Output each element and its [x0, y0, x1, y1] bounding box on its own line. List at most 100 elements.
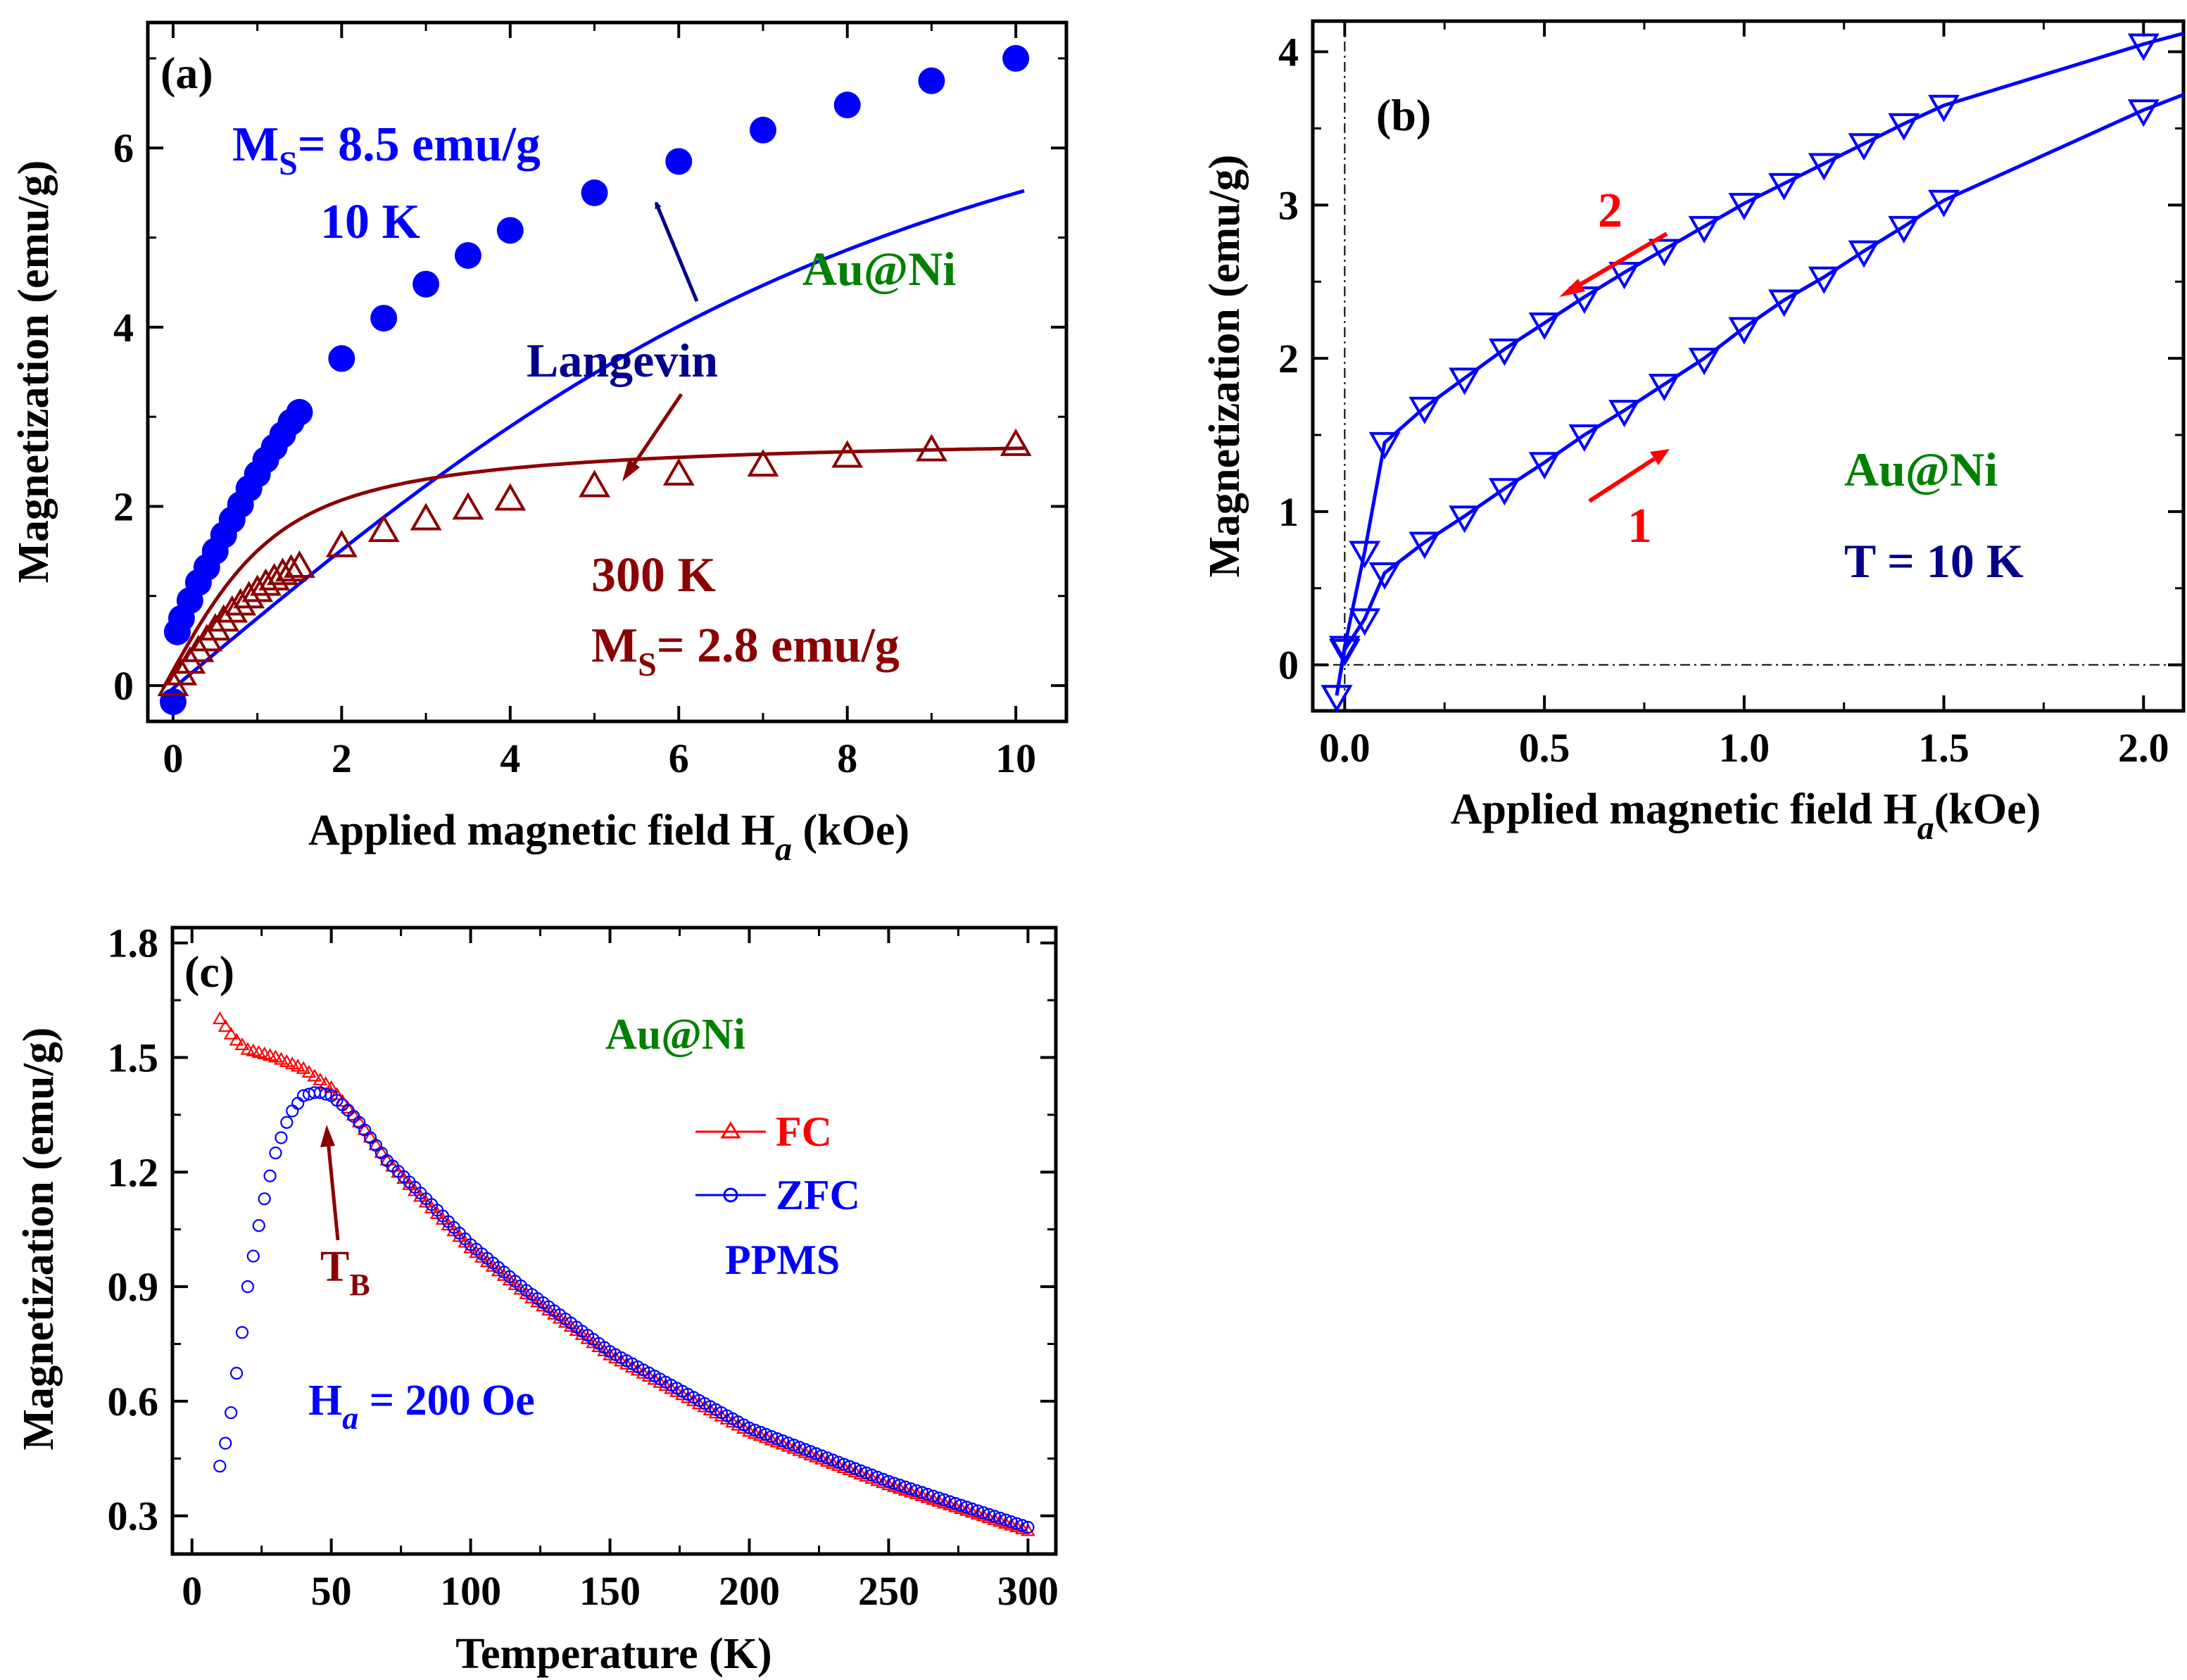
panel-b-point-2: [2127, 33, 2160, 61]
panel-c-point-fc: [580, 1331, 595, 1344]
panel-b-line-2: [1335, 31, 2184, 696]
panel-c-point-fc: [479, 1254, 495, 1268]
panel-c-point-zfc: [291, 1097, 305, 1110]
panel-a-point-300k: [915, 434, 947, 462]
panel-c-point-fc: [313, 1072, 328, 1086]
panel-c-ytick-label: 0.3: [108, 1493, 159, 1539]
panel-c-xtick-label: 250: [858, 1568, 919, 1614]
panel-a-point-300k: [216, 595, 248, 623]
panel-b-point-2: [1488, 339, 1520, 367]
panel-c-point-zfc: [235, 1326, 249, 1339]
panel-a-fit-curve: [161, 189, 1025, 699]
panel-c-xtick-label: 300: [997, 1568, 1059, 1614]
panel-b-point-2: [1408, 396, 1441, 424]
panel-c-ticks: 0 50 100 150 200 250 300 0.3 0.6 0.9 1.2 1.5 1.8: [108, 921, 1059, 1614]
panel-a-label: (a): [160, 48, 213, 98]
panel-a-point-300k: [494, 483, 527, 511]
panel-c-point-zfc: [838, 1458, 851, 1471]
panel-b-point-2: [1808, 153, 1840, 181]
panel-a-point-300k: [747, 449, 779, 477]
panel-c-point-fc: [546, 1306, 562, 1320]
panel-b-ytick-label: 2: [1278, 336, 1299, 381]
panel-c-point-zfc: [258, 1192, 271, 1206]
panel-c-point-zfc: [859, 1466, 873, 1479]
panel-b-point-2: [1728, 193, 1760, 221]
panel-c-point-zfc: [982, 1508, 996, 1521]
panel-b-point-1: [1688, 348, 1720, 376]
panel-b-point-1: [1768, 289, 1801, 317]
panel-c-point-fc: [234, 1037, 250, 1051]
panel-c-point-fc: [557, 1315, 573, 1328]
legend-fc-label: FC: [776, 1109, 832, 1155]
panel-a-ticks: 0 2 4 6 8 10 0 2 4 6: [113, 23, 1066, 781]
panel-a-point-300k: [258, 562, 291, 590]
panel-a-point-300k: [662, 457, 695, 486]
panel-a-point-10k: [749, 116, 776, 144]
panel-b-xlabel: Applied magnetic field Ha(kOe): [1451, 785, 2041, 847]
panel-b-temperature: T = 10 K: [1844, 534, 2024, 588]
panel-a-xtick-label: 2: [332, 735, 352, 781]
panel-b-ylabel: Magnetization (emu/g): [1201, 155, 1249, 578]
panel-b-point-1: [2127, 99, 2160, 127]
panel-c-point-fc: [513, 1282, 529, 1295]
panel-a-point-10k: [581, 179, 608, 206]
panel-a-sample: Au@Ni: [802, 242, 956, 296]
panel-a-point-10k: [286, 398, 313, 426]
panel-b-point-2: [1928, 94, 1960, 122]
panel-c-ytick-label: 1.2: [108, 1149, 159, 1195]
panel-c-point-zfc: [871, 1470, 884, 1484]
panel-c-xtick-label: 150: [579, 1568, 641, 1614]
panel-c-point-zfc: [781, 1436, 795, 1450]
panel-b-xtick-label: 2.0: [2118, 725, 2169, 771]
panel-a-point-10k: [496, 217, 524, 244]
panel-b-arrow-2-label: 2: [1598, 184, 1622, 238]
panel-c-point-zfc: [743, 1421, 756, 1435]
panel-a-xtick-label: 0: [163, 735, 183, 781]
panel-c-legend: FC ZFC: [695, 1109, 860, 1218]
panel-a-point-10k: [370, 305, 398, 332]
panel-c-point-zfc: [915, 1486, 929, 1499]
panel-c-point-fc: [463, 1240, 479, 1253]
panel-b-point-1: [1568, 424, 1601, 453]
panel-c-ylabel: Magnetization (emu/g): [15, 1028, 63, 1451]
panel-a-point-300k: [199, 613, 232, 641]
panel-c-sample: Au@Ni: [605, 1011, 745, 1059]
panel-c-point-zfc: [848, 1462, 862, 1475]
panel-c-point-zfc: [760, 1427, 773, 1441]
panel-c-point-fc: [569, 1322, 584, 1337]
panel-c-points: [212, 1011, 1035, 1536]
panel-c-point-zfc: [905, 1482, 918, 1496]
panel-b-lines: [1335, 31, 2184, 696]
panel-b-ytick-label: 4: [1278, 30, 1299, 75]
panel-c-point-zfc: [225, 1406, 238, 1420]
panel-a-point-10k: [918, 67, 945, 94]
panel-a-ms-300k: MS= 2.8 emu/g: [591, 619, 900, 683]
panel-c-point-zfc: [976, 1506, 990, 1520]
panel-b-points: [1321, 33, 2160, 713]
panel-c-xtick-label: 100: [440, 1568, 501, 1614]
panel-a-point-10k: [665, 148, 693, 175]
panel-b-point-2: [1449, 367, 1481, 396]
panel-c-ytick-label: 0.6: [108, 1379, 159, 1425]
panel-a-point-300k: [275, 554, 307, 582]
panel-c-point-zfc: [241, 1280, 254, 1294]
panel-c-point-zfc: [832, 1455, 845, 1469]
panel-b-line-1: [1335, 93, 2184, 696]
panel-a-point-10k: [833, 91, 861, 119]
panel-c-point-zfc: [765, 1429, 779, 1444]
panel-c-point-zfc: [798, 1443, 812, 1456]
panel-a-temp-10k: 10 K: [320, 195, 420, 249]
panel-a-arrow-10k: [654, 201, 699, 302]
panel-c-point-fc: [340, 1101, 355, 1114]
panel-c-point-zfc: [909, 1484, 924, 1498]
panel-a-xtick-label: 6: [669, 735, 689, 781]
panel-a-xtick-label: 4: [500, 735, 520, 781]
panel-b-point-2: [1768, 172, 1801, 201]
panel-c-point-zfc: [988, 1510, 1002, 1523]
panel-a-ytick-label: 4: [113, 305, 134, 350]
panel-a-xlabel: Applied magnetic field Ha (kOe): [308, 807, 909, 868]
panel-c-tb-arrowhead: [320, 1125, 335, 1147]
panel-c-point-fc: [563, 1319, 579, 1332]
panel-c-point-fc: [591, 1339, 607, 1353]
panel-a-point-300k: [831, 440, 864, 468]
